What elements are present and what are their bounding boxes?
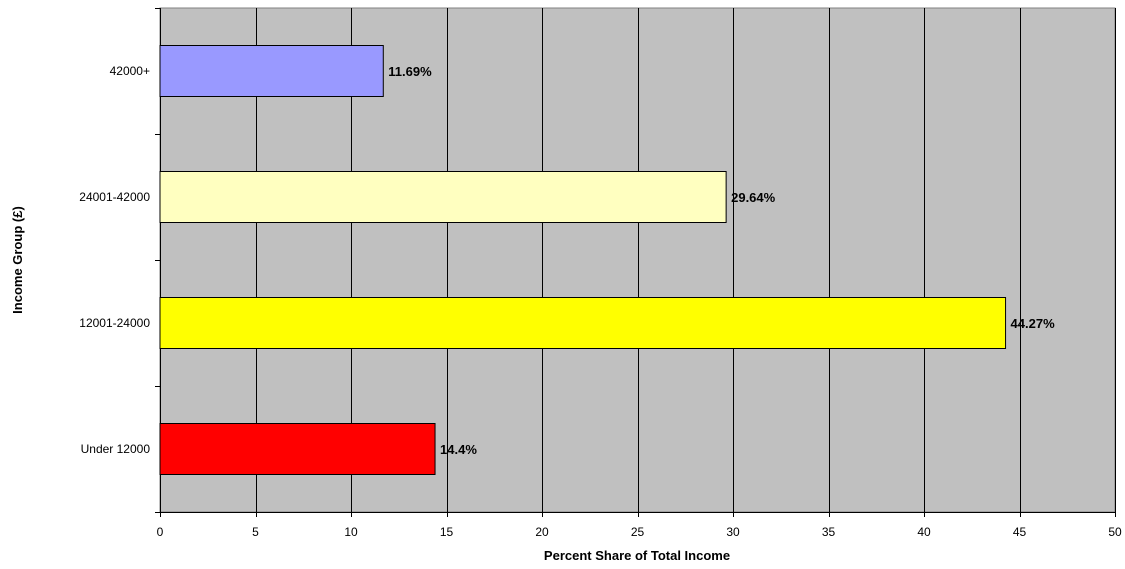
y-category-label: 24001-42000 bbox=[79, 190, 150, 204]
bar bbox=[159, 45, 384, 97]
x-tick-label: 10 bbox=[344, 525, 358, 539]
bar bbox=[159, 297, 1007, 349]
x-tick-label: 15 bbox=[440, 525, 454, 539]
x-tick-label: 50 bbox=[1108, 525, 1122, 539]
y-axis-title: Income Group (£) bbox=[10, 206, 25, 314]
x-tick-label: 45 bbox=[1013, 525, 1027, 539]
bars bbox=[159, 45, 1007, 475]
x-tick-label: 30 bbox=[726, 525, 740, 539]
bar-data-label: 11.69% bbox=[388, 64, 432, 79]
bar-data-label: 29.64% bbox=[731, 190, 776, 205]
labels: 0 5 10 15 20 25 30 35 40 45 50 Under 12000 14.4% 1200… bbox=[79, 64, 1122, 539]
x-axis-title: Percent Share of Total Income bbox=[544, 548, 730, 563]
x-tick-label: 40 bbox=[917, 525, 931, 539]
x-tick-label: 20 bbox=[535, 525, 549, 539]
y-category-label: 12001-24000 bbox=[79, 316, 150, 330]
x-tick-label: 25 bbox=[631, 525, 645, 539]
y-category-label: Under 12000 bbox=[81, 442, 151, 456]
bar bbox=[159, 171, 727, 223]
bar-data-label: 14.4% bbox=[440, 442, 477, 457]
x-tick-label: 35 bbox=[822, 525, 836, 539]
y-category-label: 42000+ bbox=[110, 64, 150, 78]
bar bbox=[159, 423, 436, 475]
x-tick-label: 5 bbox=[252, 525, 259, 539]
x-tick-label: 0 bbox=[157, 525, 164, 539]
bar-data-label: 44.27% bbox=[1011, 316, 1056, 331]
